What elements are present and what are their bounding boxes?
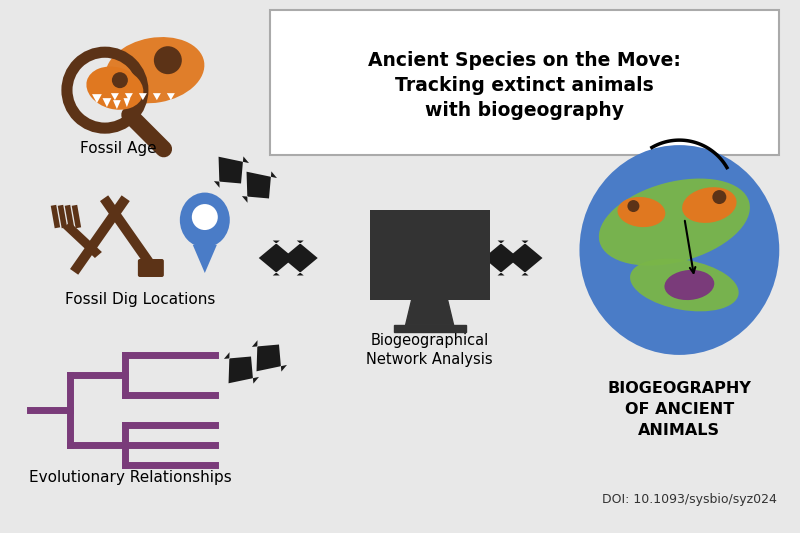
Polygon shape: [111, 93, 119, 100]
Polygon shape: [92, 94, 102, 103]
Ellipse shape: [599, 179, 750, 265]
Text: BIOGEOGRAPHY
OF ANCIENT
ANIMALS: BIOGEOGRAPHY OF ANCIENT ANIMALS: [607, 382, 751, 438]
Polygon shape: [507, 240, 542, 276]
Text: Fossil Age: Fossil Age: [79, 141, 156, 156]
Ellipse shape: [579, 145, 779, 355]
Polygon shape: [63, 222, 102, 258]
Polygon shape: [252, 340, 287, 372]
Ellipse shape: [630, 259, 738, 311]
Polygon shape: [102, 98, 111, 107]
Text: Biogeographical
Network Analysis: Biogeographical Network Analysis: [366, 333, 493, 367]
Polygon shape: [100, 195, 160, 274]
Text: Ancient Species on the Move:
Tracking extinct animals
with biogeography: Ancient Species on the Move: Tracking ex…: [368, 51, 681, 120]
Polygon shape: [125, 93, 133, 100]
Ellipse shape: [180, 192, 230, 247]
Ellipse shape: [106, 37, 204, 103]
Text: Evolutionary Relationships: Evolutionary Relationships: [29, 470, 231, 486]
Polygon shape: [224, 352, 259, 384]
Ellipse shape: [665, 270, 714, 300]
Ellipse shape: [618, 197, 666, 227]
Circle shape: [627, 200, 639, 212]
Polygon shape: [113, 100, 121, 109]
Circle shape: [154, 46, 182, 74]
Polygon shape: [153, 93, 161, 100]
Circle shape: [112, 72, 128, 88]
Polygon shape: [242, 172, 277, 203]
Polygon shape: [167, 93, 175, 100]
Ellipse shape: [682, 187, 737, 223]
Polygon shape: [282, 240, 318, 276]
Text: Fossil Dig Locations: Fossil Dig Locations: [65, 293, 215, 308]
Polygon shape: [258, 240, 294, 276]
Polygon shape: [139, 93, 147, 100]
Polygon shape: [193, 245, 217, 273]
Circle shape: [192, 204, 218, 230]
Polygon shape: [123, 98, 130, 107]
Polygon shape: [394, 325, 466, 332]
Polygon shape: [406, 300, 454, 325]
FancyBboxPatch shape: [370, 210, 490, 300]
FancyBboxPatch shape: [138, 259, 164, 277]
Text: DOI: 10.1093/sysbio/syz024: DOI: 10.1093/sysbio/syz024: [602, 493, 777, 506]
FancyBboxPatch shape: [270, 10, 779, 155]
Polygon shape: [214, 156, 249, 188]
Polygon shape: [70, 195, 130, 274]
Ellipse shape: [86, 67, 143, 110]
Polygon shape: [483, 240, 518, 276]
Circle shape: [712, 190, 726, 204]
